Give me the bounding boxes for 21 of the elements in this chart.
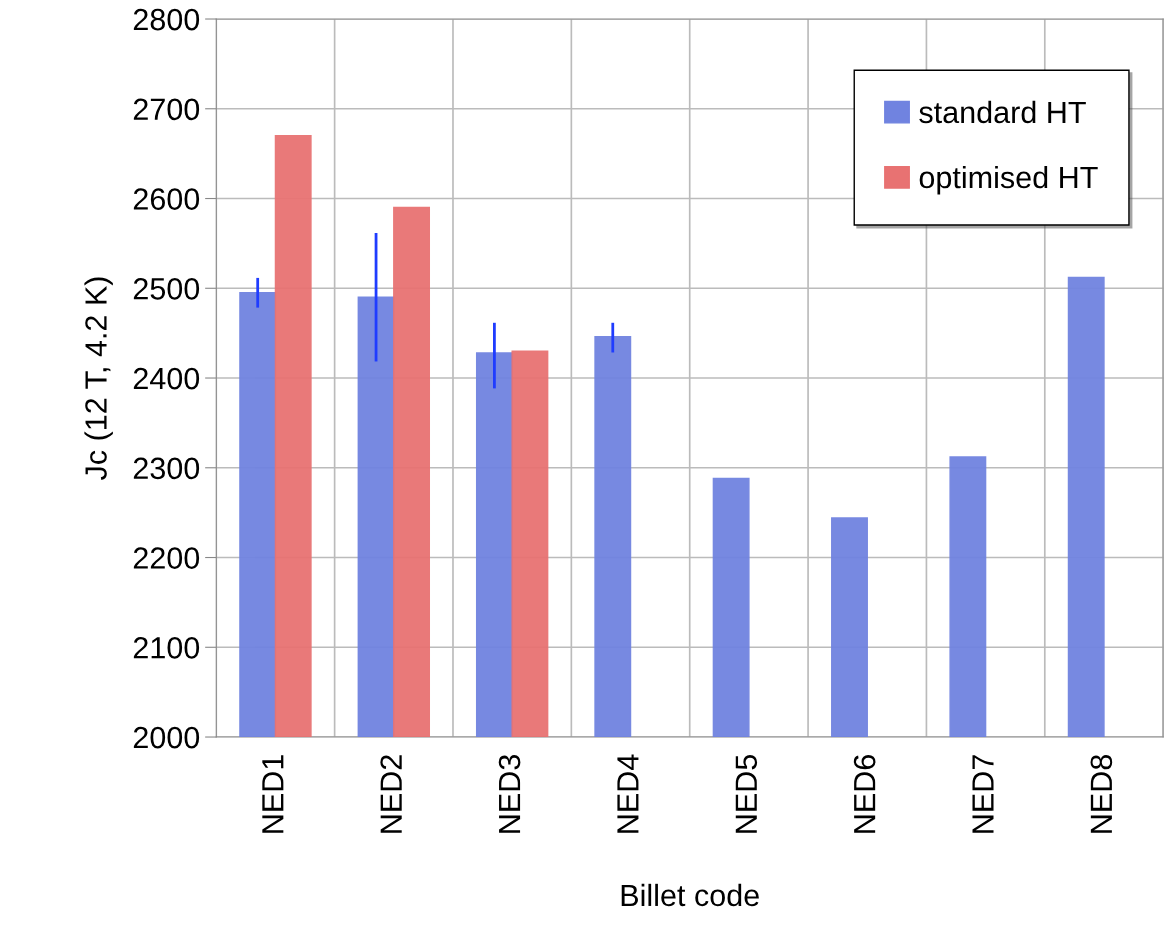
y-tick-label: 2800 xyxy=(133,8,200,31)
legend-label: standard HT xyxy=(919,100,1086,124)
x-tick-label: NED7 xyxy=(972,755,994,833)
legend-label: optimised HT xyxy=(919,165,1098,195)
y-tick-label: 2100 xyxy=(133,637,200,659)
x-tick-label: NED2 xyxy=(380,755,402,833)
x-tick-label: NED3 xyxy=(498,755,521,833)
x-tick-label: NED8 xyxy=(1090,755,1113,833)
y-axis-title: Jc (12 T, 4.2 K) xyxy=(84,277,113,480)
y-tick-label: 2200 xyxy=(133,547,200,569)
x-tick-label: NED6 xyxy=(853,755,876,833)
y-tick-label: 2400 xyxy=(133,367,200,390)
x-axis-title: Billet code xyxy=(621,883,759,907)
y-tick-label: 2500 xyxy=(133,278,200,300)
y-tick-label: 2600 xyxy=(133,188,200,210)
x-tick-label: NED4 xyxy=(617,754,639,833)
y-tick-label: 2000 xyxy=(133,726,200,749)
y-tick-label: 2300 xyxy=(133,457,200,480)
x-tick-label: NED5 xyxy=(735,754,758,833)
x-tick-label: NED1 xyxy=(262,755,284,833)
y-tick-label: 2700 xyxy=(133,98,200,121)
